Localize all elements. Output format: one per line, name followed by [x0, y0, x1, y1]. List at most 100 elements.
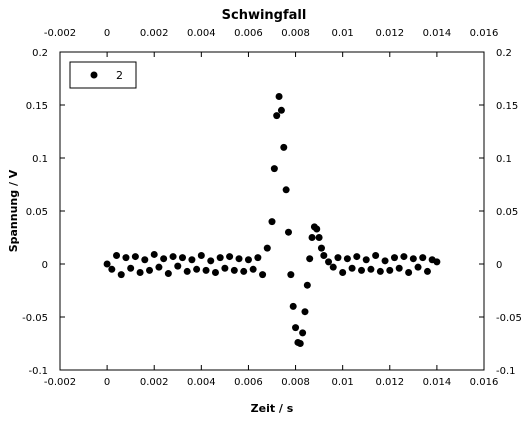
data-point	[122, 254, 130, 262]
data-point	[249, 265, 257, 273]
data-point	[273, 112, 281, 120]
y-tick-label-left: 0	[42, 260, 48, 271]
legend-entry-label: 2	[116, 69, 123, 82]
y-axis-label: Spannung / V	[7, 169, 20, 252]
y-tick-label-right: 0.05	[496, 207, 518, 218]
x-tick-label-top: 0.004	[187, 28, 216, 39]
x-tick-label-bottom: 0.004	[187, 377, 216, 388]
data-point	[313, 225, 321, 233]
legend: 2	[69, 61, 137, 89]
x-tick-label-top: 0.014	[423, 28, 452, 39]
data-point	[320, 252, 328, 260]
data-point	[303, 281, 311, 289]
data-point	[131, 253, 139, 261]
data-point	[207, 257, 215, 265]
x-tick-label-bottom: 0.006	[234, 377, 263, 388]
data-point	[284, 228, 292, 236]
data-point	[136, 268, 144, 276]
data-point	[240, 267, 248, 275]
data-point	[390, 254, 398, 262]
data-point	[141, 256, 149, 264]
data-point	[108, 265, 116, 273]
data-point	[381, 257, 389, 265]
y-tick-label-right: 0	[496, 260, 502, 271]
data-point	[301, 308, 309, 316]
x-tick-label-bottom: 0.016	[470, 377, 499, 388]
data-point	[216, 254, 224, 262]
data-point	[287, 271, 295, 279]
data-point	[292, 324, 300, 332]
x-tick-label-top: 0.016	[470, 28, 499, 39]
data-point	[400, 253, 408, 261]
y-tick-label-left: -0.1	[28, 366, 48, 377]
data-point	[372, 252, 380, 260]
data-point	[395, 264, 403, 272]
x-tick-label-bottom: 0.008	[281, 377, 310, 388]
data-point	[113, 252, 121, 260]
data-point	[306, 255, 314, 263]
data-point	[339, 268, 347, 276]
data-point	[270, 165, 278, 173]
data-point	[325, 258, 333, 266]
data-point	[419, 254, 427, 262]
x-tick-label-bottom: 0	[104, 377, 110, 388]
data-point	[280, 143, 288, 151]
x-tick-label-bottom: 0.012	[375, 377, 404, 388]
data-point	[103, 260, 111, 268]
data-point	[117, 271, 125, 279]
legend-box	[69, 61, 137, 89]
plot-area	[59, 51, 485, 371]
data-point	[409, 255, 417, 263]
data-point	[414, 263, 422, 271]
data-point	[334, 254, 342, 262]
data-point	[178, 254, 186, 262]
x-axis-label-group: Zeit / s	[251, 402, 294, 415]
data-point	[329, 263, 337, 271]
y-tick-label-right: -0.1	[496, 366, 516, 377]
x-tick-label-bottom: -0.002	[44, 377, 76, 388]
legend-marker	[90, 71, 98, 79]
data-point	[433, 258, 441, 266]
data-point	[296, 340, 304, 347]
data-point	[193, 265, 201, 273]
data-points	[103, 93, 441, 347]
data-point	[353, 253, 361, 261]
data-point	[169, 253, 177, 261]
data-point	[183, 267, 191, 275]
data-point	[386, 266, 394, 274]
data-point	[367, 265, 375, 273]
data-point	[315, 234, 323, 241]
data-point	[308, 234, 316, 241]
x-tick-label-top: 0.012	[375, 28, 404, 39]
data-point	[358, 266, 366, 274]
x-tick-label-bottom: 0.014	[423, 377, 452, 388]
x-tick-label-top: 0.006	[234, 28, 263, 39]
data-point	[343, 255, 351, 263]
data-point	[146, 266, 154, 274]
data-point	[263, 244, 271, 252]
y-axis-label-group: Spannung / V	[7, 169, 20, 252]
chart-title: Schwingfall	[222, 8, 307, 23]
data-point	[235, 255, 243, 263]
data-point	[289, 302, 297, 310]
data-point	[362, 256, 370, 264]
data-point	[211, 268, 219, 276]
data-point	[155, 263, 163, 271]
data-point	[221, 264, 229, 272]
data-point	[423, 267, 431, 275]
x-tick-label-top: 0.01	[332, 28, 354, 39]
data-point	[277, 106, 285, 114]
y-tick-label-left: 0.1	[32, 154, 48, 165]
x-tick-label-bottom: 0.01	[332, 377, 354, 388]
data-point	[259, 271, 267, 279]
y-tick-label-left: -0.05	[22, 313, 48, 324]
data-point	[174, 262, 182, 270]
y-tick-label-left: 0.05	[26, 207, 48, 218]
data-point	[275, 93, 283, 101]
x-axis-label: Zeit / s	[251, 402, 294, 415]
data-point	[197, 252, 205, 260]
y-tick-label-left: 0.2	[32, 48, 48, 59]
data-point	[150, 250, 158, 258]
ticks: -0.002 -0.002 0 0 0.002 0.002 0.004 0.004 0.006 0…	[22, 28, 522, 388]
